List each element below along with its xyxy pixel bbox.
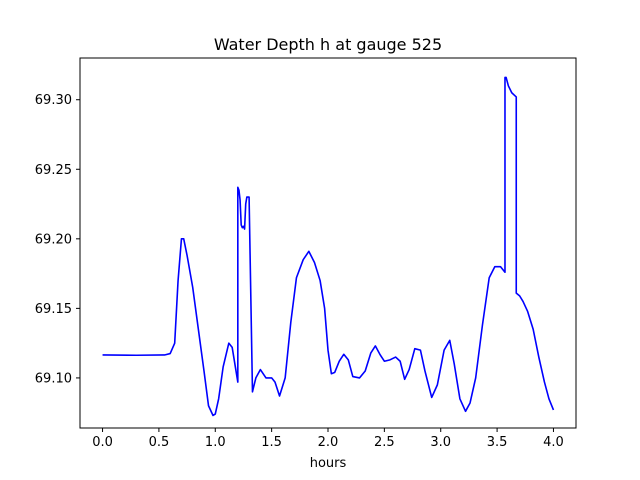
x-tick-label: 4.0 — [543, 435, 564, 450]
y-tick-label: 69.20 — [35, 232, 72, 247]
series-line — [102, 76, 555, 417]
x-tick-label: 1.0 — [205, 435, 226, 450]
x-tick-label: 3.0 — [430, 435, 451, 450]
x-tick-label: 0.5 — [149, 435, 170, 450]
y-tick-label: 69.10 — [35, 371, 72, 386]
y-tick-label: 69.25 — [35, 163, 72, 178]
y-tick-label: 69.15 — [35, 302, 72, 317]
series-layer — [102, 76, 555, 417]
chart-title: Water Depth h at gauge 525 — [214, 35, 442, 54]
x-tick-label: 0.0 — [92, 435, 113, 450]
plot-area-frame — [79, 57, 577, 429]
x-tick-label: 1.5 — [261, 435, 282, 450]
y-tick-label: 69.30 — [35, 93, 72, 108]
x-tick-label: 2.5 — [374, 435, 395, 450]
x-axis-ticks: 0.0 0.5 1.0 1.5 2.0 2.5 3.0 3.5 4.0 — [92, 428, 564, 450]
x-tick-label: 3.5 — [487, 435, 508, 450]
x-axis-label: hours — [310, 456, 347, 471]
x-tick-label: 2.0 — [318, 435, 339, 450]
y-axis-ticks: 69.10 69.15 69.20 69.25 69.30 — [35, 93, 80, 386]
